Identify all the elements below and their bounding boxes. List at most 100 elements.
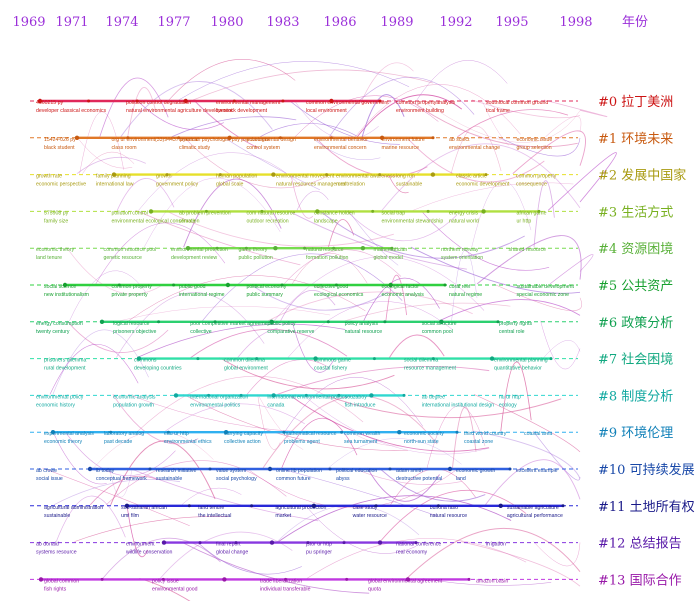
publication-node[interactable] bbox=[111, 172, 117, 177]
publication-node[interactable] bbox=[467, 577, 471, 581]
publication-node[interactable] bbox=[37, 98, 43, 104]
publication-node[interactable] bbox=[447, 466, 453, 472]
cluster-label[interactable]: #6 政策分析 bbox=[598, 315, 673, 331]
publication-node[interactable] bbox=[402, 393, 406, 397]
publication-node[interactable] bbox=[304, 393, 308, 397]
publication-node[interactable] bbox=[100, 577, 104, 581]
publication-node[interactable] bbox=[177, 136, 181, 140]
publication-node[interactable] bbox=[223, 430, 229, 435]
cluster-label[interactable]: #5 公共资产 bbox=[598, 279, 673, 294]
publication-node[interactable] bbox=[498, 503, 503, 508]
cluster-label[interactable]: #2 发展中国家 bbox=[598, 168, 686, 184]
publication-node[interactable] bbox=[311, 503, 317, 508]
publication-node[interactable] bbox=[109, 430, 113, 434]
publication-node[interactable] bbox=[87, 99, 91, 103]
publication-node[interactable] bbox=[269, 319, 274, 324]
publication-node[interactable] bbox=[278, 136, 282, 140]
publication-node[interactable] bbox=[148, 209, 154, 214]
cluster-label[interactable]: #13 国际合作 bbox=[598, 573, 682, 588]
publication-node[interactable] bbox=[388, 467, 392, 471]
publication-node[interactable] bbox=[99, 319, 105, 324]
publication-node[interactable] bbox=[334, 283, 338, 287]
publication-node[interactable] bbox=[372, 357, 376, 361]
publication-node[interactable] bbox=[378, 173, 382, 177]
publication-node[interactable] bbox=[38, 577, 44, 582]
publication-node[interactable] bbox=[280, 283, 284, 287]
publication-node[interactable] bbox=[260, 209, 264, 213]
publication-node[interactable] bbox=[431, 357, 435, 361]
publication-node[interactable] bbox=[481, 209, 486, 214]
publication-node[interactable] bbox=[165, 173, 169, 177]
publication-node[interactable] bbox=[371, 209, 375, 213]
publication-node[interactable] bbox=[255, 357, 259, 361]
publication-node[interactable] bbox=[430, 172, 436, 177]
publication-node[interactable] bbox=[227, 135, 232, 140]
publication-node[interactable] bbox=[250, 504, 254, 508]
publication-node[interactable] bbox=[136, 356, 142, 361]
publication-node[interactable] bbox=[388, 282, 393, 288]
publication-node[interactable] bbox=[405, 577, 411, 582]
publication-node[interactable] bbox=[489, 356, 495, 361]
publication-node[interactable] bbox=[157, 320, 161, 324]
publication-node[interactable] bbox=[232, 99, 236, 103]
publication-node[interactable] bbox=[196, 357, 200, 361]
publication-node[interactable] bbox=[329, 98, 334, 104]
cluster-label[interactable]: #9 环境伦理 bbox=[598, 426, 673, 441]
publication-node[interactable] bbox=[239, 393, 243, 397]
publication-node[interactable] bbox=[443, 283, 447, 287]
publication-node[interactable] bbox=[397, 430, 402, 435]
cluster-label[interactable]: #12 总结报告 bbox=[598, 537, 682, 552]
publication-node[interactable] bbox=[271, 172, 276, 177]
publication-node[interactable] bbox=[537, 209, 541, 213]
cluster-label[interactable]: #11 土地所有权 bbox=[598, 499, 695, 515]
publication-node[interactable] bbox=[328, 467, 332, 471]
publication-node[interactable] bbox=[431, 136, 435, 140]
publication-node[interactable] bbox=[74, 135, 80, 140]
publication-node[interactable] bbox=[135, 99, 139, 103]
publication-node[interactable] bbox=[332, 246, 336, 250]
cluster-label[interactable]: #1 环境未来 bbox=[598, 132, 673, 147]
publication-node[interactable] bbox=[172, 283, 176, 287]
publication-node[interactable] bbox=[117, 283, 121, 287]
publication-node[interactable] bbox=[342, 541, 346, 545]
publication-node[interactable] bbox=[414, 541, 418, 545]
publication-node[interactable] bbox=[225, 282, 231, 288]
cluster-label[interactable]: #0 拉丁美洲 bbox=[598, 95, 673, 110]
publication-node[interactable] bbox=[124, 503, 130, 508]
publication-node[interactable] bbox=[561, 504, 565, 508]
cluster-label[interactable]: #8 制度分析 bbox=[598, 388, 673, 404]
publication-node[interactable] bbox=[126, 136, 130, 140]
publication-node[interactable] bbox=[484, 173, 488, 177]
cluster-label[interactable]: #10 可持续发展 bbox=[598, 462, 695, 478]
publication-node[interactable] bbox=[161, 540, 167, 545]
publication-node[interactable] bbox=[173, 393, 179, 398]
publication-node[interactable] bbox=[222, 577, 227, 582]
publication-node[interactable] bbox=[50, 430, 56, 435]
publication-node[interactable] bbox=[360, 246, 366, 251]
publication-node[interactable] bbox=[269, 540, 275, 545]
publication-node[interactable] bbox=[166, 430, 170, 434]
publication-node[interactable] bbox=[183, 98, 188, 104]
publication-node[interactable] bbox=[267, 466, 273, 472]
publication-node[interactable] bbox=[315, 209, 320, 214]
publication-node[interactable] bbox=[313, 356, 318, 361]
publication-node[interactable] bbox=[378, 99, 382, 103]
publication-node[interactable] bbox=[325, 173, 329, 177]
publication-node[interactable] bbox=[198, 541, 202, 545]
publication-node[interactable] bbox=[496, 320, 500, 324]
publication-node[interactable] bbox=[508, 467, 512, 471]
publication-node[interactable] bbox=[282, 430, 286, 434]
publication-node[interactable] bbox=[161, 577, 165, 581]
publication-node[interactable] bbox=[306, 541, 310, 545]
publication-node[interactable] bbox=[208, 467, 212, 471]
publication-node[interactable] bbox=[87, 466, 93, 472]
cluster-label[interactable]: #3 生活方式 bbox=[598, 204, 673, 220]
publication-node[interactable] bbox=[62, 282, 68, 288]
publication-node[interactable] bbox=[436, 504, 440, 508]
publication-node[interactable] bbox=[374, 504, 378, 508]
publication-node[interactable] bbox=[148, 467, 152, 471]
publication-node[interactable] bbox=[379, 135, 385, 140]
publication-node[interactable] bbox=[329, 136, 333, 140]
publication-node[interactable] bbox=[204, 209, 208, 213]
publication-node[interactable] bbox=[284, 577, 288, 581]
